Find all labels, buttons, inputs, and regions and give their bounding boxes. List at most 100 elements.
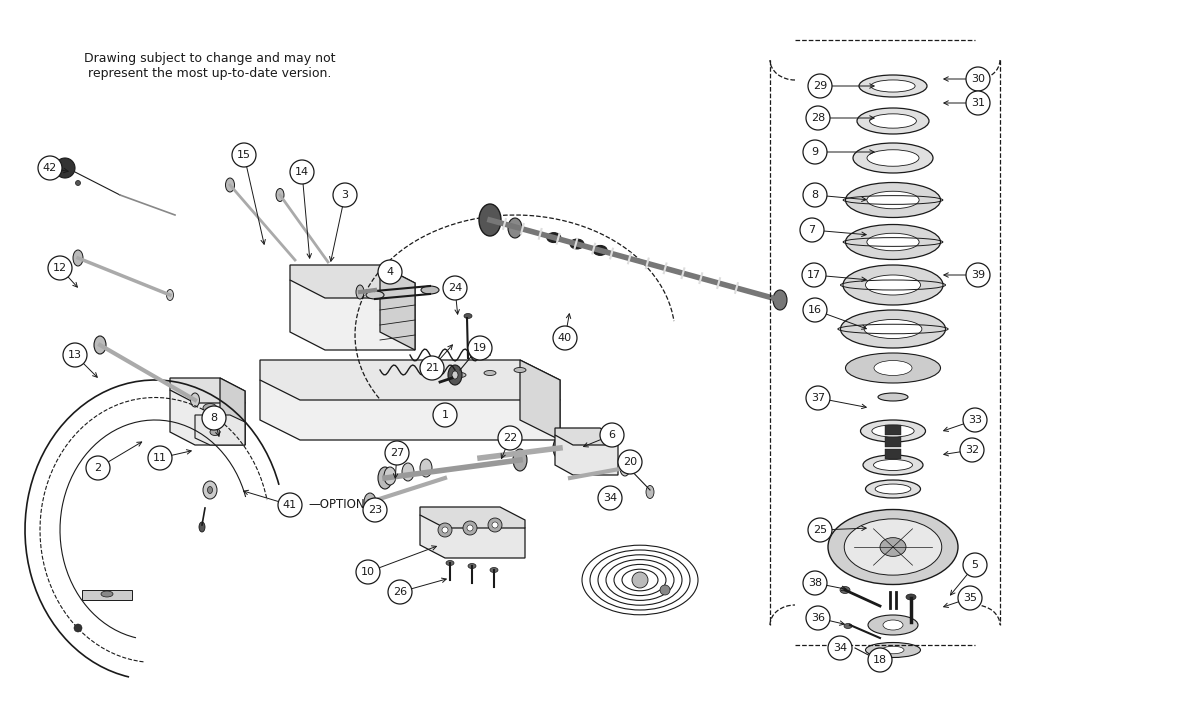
- Circle shape: [553, 326, 577, 350]
- Ellipse shape: [570, 239, 584, 249]
- Text: 19: 19: [472, 343, 487, 353]
- Circle shape: [800, 218, 824, 242]
- Text: 3: 3: [342, 190, 349, 200]
- Text: 36: 36: [811, 613, 825, 623]
- Text: 9: 9: [812, 147, 819, 157]
- Text: 10: 10: [361, 567, 375, 577]
- Polygon shape: [420, 515, 525, 558]
- Ellipse shape: [203, 404, 217, 413]
- Circle shape: [632, 572, 647, 588]
- Bar: [885, 449, 900, 459]
- Circle shape: [492, 522, 498, 528]
- Polygon shape: [260, 360, 560, 400]
- Circle shape: [960, 438, 984, 462]
- Circle shape: [420, 356, 444, 380]
- Text: 12: 12: [53, 263, 67, 273]
- Ellipse shape: [101, 591, 113, 597]
- Ellipse shape: [94, 336, 106, 354]
- Ellipse shape: [210, 429, 219, 435]
- Ellipse shape: [484, 370, 496, 375]
- Circle shape: [201, 406, 225, 430]
- Polygon shape: [260, 380, 560, 440]
- Ellipse shape: [452, 371, 458, 379]
- Circle shape: [231, 143, 257, 167]
- Circle shape: [958, 586, 982, 610]
- Text: 20: 20: [623, 457, 637, 467]
- Circle shape: [86, 456, 110, 480]
- Circle shape: [333, 183, 357, 207]
- Ellipse shape: [421, 286, 439, 294]
- Ellipse shape: [446, 560, 454, 565]
- Text: 23: 23: [368, 505, 382, 515]
- Ellipse shape: [620, 460, 629, 476]
- Ellipse shape: [829, 510, 958, 584]
- Text: 6: 6: [609, 430, 615, 440]
- Ellipse shape: [468, 564, 476, 569]
- Ellipse shape: [191, 393, 199, 407]
- Text: 42: 42: [43, 163, 58, 173]
- Text: 24: 24: [448, 283, 462, 293]
- Text: 34: 34: [603, 493, 617, 503]
- Ellipse shape: [366, 291, 384, 299]
- Circle shape: [38, 156, 62, 180]
- Circle shape: [803, 298, 827, 322]
- Circle shape: [433, 403, 457, 427]
- Text: —OPTIONAL: —OPTIONAL: [308, 498, 379, 512]
- Ellipse shape: [874, 460, 912, 470]
- Circle shape: [802, 263, 826, 287]
- Text: 34: 34: [833, 643, 846, 653]
- Ellipse shape: [852, 143, 933, 173]
- Ellipse shape: [858, 75, 927, 97]
- Ellipse shape: [773, 290, 787, 310]
- Ellipse shape: [872, 425, 914, 437]
- Ellipse shape: [843, 265, 942, 305]
- Circle shape: [803, 140, 827, 164]
- Bar: [885, 437, 900, 447]
- Ellipse shape: [364, 493, 376, 511]
- Circle shape: [278, 493, 302, 517]
- Polygon shape: [520, 360, 560, 440]
- Circle shape: [363, 498, 387, 522]
- Ellipse shape: [840, 586, 850, 593]
- Text: 33: 33: [968, 415, 982, 425]
- Ellipse shape: [840, 310, 946, 348]
- Polygon shape: [82, 590, 132, 600]
- Text: 26: 26: [393, 587, 408, 597]
- Ellipse shape: [845, 183, 940, 217]
- Ellipse shape: [861, 420, 926, 442]
- Circle shape: [74, 624, 82, 632]
- Polygon shape: [219, 378, 245, 445]
- Circle shape: [147, 446, 171, 470]
- Ellipse shape: [276, 188, 284, 202]
- Polygon shape: [195, 415, 245, 445]
- Text: 17: 17: [807, 270, 821, 280]
- Circle shape: [808, 74, 832, 98]
- Circle shape: [378, 260, 402, 284]
- Text: 16: 16: [808, 305, 823, 315]
- Ellipse shape: [869, 114, 916, 128]
- Text: 14: 14: [295, 167, 309, 177]
- Ellipse shape: [225, 178, 235, 192]
- Ellipse shape: [594, 245, 607, 255]
- Text: 40: 40: [558, 333, 572, 343]
- Circle shape: [385, 441, 409, 465]
- Text: 21: 21: [424, 363, 439, 373]
- Circle shape: [829, 636, 852, 660]
- Ellipse shape: [878, 393, 908, 401]
- Polygon shape: [555, 435, 617, 475]
- Ellipse shape: [207, 486, 212, 494]
- Ellipse shape: [203, 481, 217, 499]
- Polygon shape: [420, 507, 525, 528]
- Ellipse shape: [514, 368, 526, 373]
- Ellipse shape: [478, 204, 501, 236]
- Text: 4: 4: [386, 267, 393, 277]
- Circle shape: [468, 336, 492, 360]
- Circle shape: [55, 158, 76, 178]
- Ellipse shape: [875, 484, 911, 494]
- Circle shape: [442, 527, 448, 533]
- Circle shape: [290, 160, 314, 184]
- Circle shape: [438, 523, 452, 537]
- Text: 32: 32: [965, 445, 980, 455]
- Ellipse shape: [508, 218, 522, 238]
- Text: 13: 13: [68, 350, 82, 360]
